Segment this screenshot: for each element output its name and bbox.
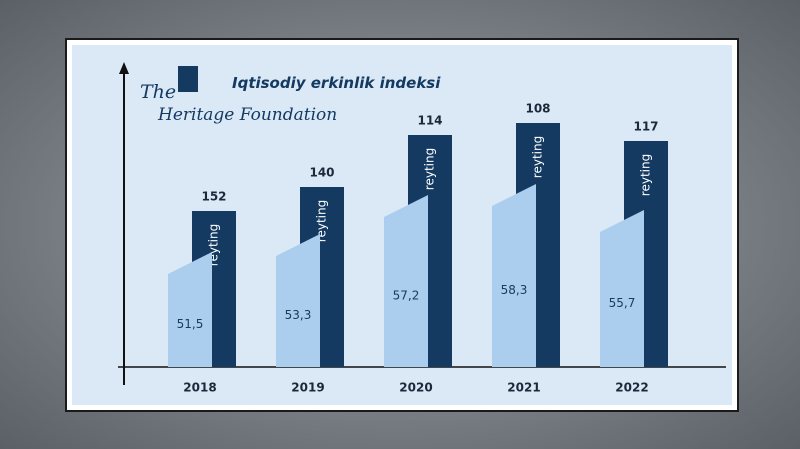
score-bar xyxy=(384,195,428,367)
rank-label: 140 xyxy=(309,166,334,180)
axis-arrow xyxy=(119,62,129,74)
x-tick-label: 2019 xyxy=(291,381,324,395)
score-bar xyxy=(276,234,320,367)
x-tick-label: 2020 xyxy=(399,381,432,395)
bar-caption: reyting xyxy=(531,136,545,178)
logo-text: The xyxy=(140,81,176,103)
x-tick-label: 2018 xyxy=(183,381,216,395)
score-bar xyxy=(600,210,644,367)
score-label: 58,3 xyxy=(501,283,528,297)
score-label: 57,2 xyxy=(393,289,420,303)
rank-label: 117 xyxy=(633,120,658,134)
x-tick-label: 2022 xyxy=(615,381,648,395)
score-label: 51,5 xyxy=(177,317,204,331)
rank-label: 152 xyxy=(201,190,226,204)
score-label: 55,7 xyxy=(609,296,636,310)
x-tick-label: 2021 xyxy=(507,381,540,395)
bar-caption: reyting xyxy=(423,148,437,190)
bar-caption: reyting xyxy=(315,200,329,242)
score-bar xyxy=(492,184,536,367)
rank-label: 108 xyxy=(525,102,550,116)
chart-title: Iqtisodiy erkinlik indeksi xyxy=(232,74,441,92)
logo-bell xyxy=(178,66,198,92)
score-label: 53,3 xyxy=(285,308,312,322)
bar-caption: reyting xyxy=(639,154,653,196)
logo-text: Heritage Foundation xyxy=(157,105,337,125)
rank-label: 114 xyxy=(417,114,442,128)
score-bar xyxy=(168,252,212,367)
